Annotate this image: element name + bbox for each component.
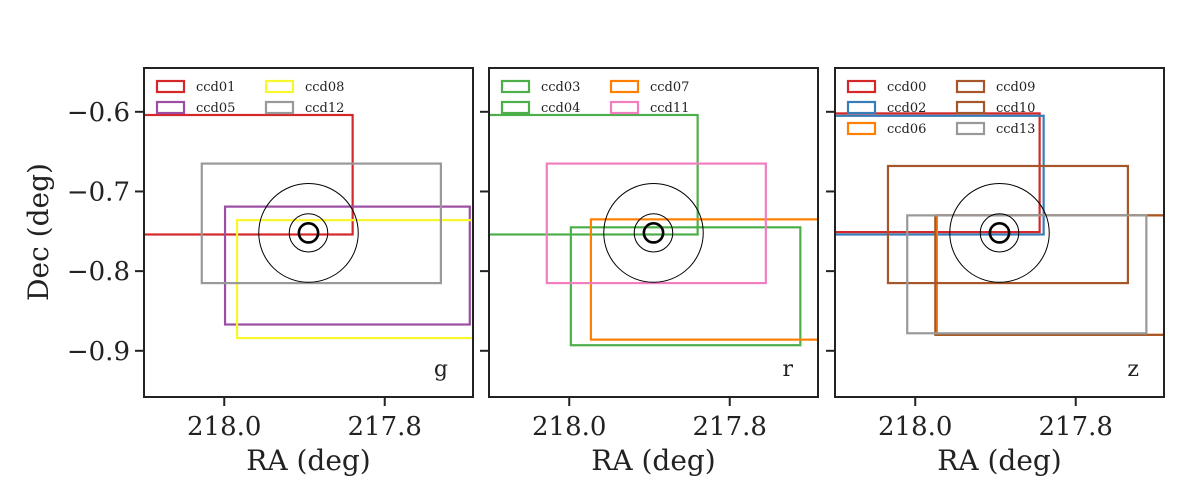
legend-label-ccd06: ccd06	[887, 122, 926, 137]
panels-group: 218.0 217.8 −0.6 −0.7 −0.8 −0.9 RA (deg) g ccd01…	[67, 67, 1165, 477]
ccd-rect-ccd09	[886, 164, 1129, 285]
legend-swatch-ccd10	[955, 100, 986, 115]
legend-swatch-ccd04	[500, 100, 531, 115]
legend-swatch-ccd12	[264, 100, 295, 115]
target-circle	[288, 213, 329, 253]
ccd-rect-ccd07	[589, 218, 818, 341]
legend-label-ccd09: ccd09	[996, 80, 1035, 95]
plot-area	[144, 113, 473, 340]
panel-r: 218.0 217.8RA (deg) r ccd03 ccd04 ccd07 ccd11	[480, 67, 819, 477]
legend-swatch-ccd03	[500, 79, 531, 94]
legend-label-ccd00: ccd00	[887, 80, 926, 95]
ccd-rect-ccd12	[200, 162, 443, 285]
y-axis-title: Dec (deg)	[22, 163, 55, 301]
band-label: g	[434, 357, 448, 382]
legend-swatch-ccd11	[609, 100, 640, 115]
target-circle	[642, 222, 665, 244]
band-label: z	[1127, 357, 1139, 382]
plot-area	[489, 113, 818, 347]
ccd-rect-ccd04	[569, 226, 802, 347]
legend-label-ccd02: ccd02	[887, 101, 926, 116]
ccd-rect-ccd01	[144, 113, 354, 236]
x-tick-label: 218.0	[878, 412, 952, 442]
x-tick-label: 217.8	[348, 412, 422, 442]
legend-swatch-ccd08	[264, 79, 295, 94]
legend-label-ccd13: ccd13	[996, 122, 1035, 137]
ccd-rect-ccd06	[935, 214, 1164, 336]
ccd-rect-ccd11	[545, 162, 767, 285]
ccd-rect-ccd05	[223, 205, 471, 326]
ccd-rect-ccd00	[835, 112, 1041, 234]
panel-z: 218.0 217.8RA (deg)zccd00ccd02ccd06ccd09c…	[826, 67, 1165, 477]
target-circle	[633, 213, 674, 253]
legend-swatch-ccd01	[155, 79, 186, 94]
panel-frame	[834, 67, 1165, 398]
x-axis-title: RA (deg)	[937, 444, 1061, 477]
panel-g: 218.0 217.8 −0.6 −0.7 −0.8 −0.9 RA (deg) g ccd01…	[67, 67, 474, 477]
target-circle	[258, 183, 359, 283]
legend: ccd01 ccd05 ccd08 ccd12	[155, 79, 344, 116]
x-axis-title: RA (deg)	[591, 444, 715, 477]
legend-swatch-ccd05	[155, 100, 186, 115]
x-axis-title: RA (deg)	[246, 444, 370, 477]
y-tick-label: −0.9	[67, 337, 130, 367]
ccd-rect-ccd13	[906, 214, 1148, 335]
legend-label-ccd08: ccd08	[305, 80, 344, 95]
legend-label-ccd10: ccd10	[996, 101, 1035, 116]
x-tick-label: 218.0	[187, 412, 261, 442]
y-tick-label: −0.6	[67, 98, 130, 128]
legend-label-ccd11: ccd11	[650, 101, 689, 116]
legend: ccd00 ccd02 ccd06 ccd09 ccd10 ccd13	[846, 79, 1035, 137]
legend-swatch-ccd09	[955, 79, 986, 94]
target-circle	[297, 222, 320, 244]
y-tick-label: −0.8	[67, 257, 130, 287]
ccd-rect-ccd03	[489, 113, 699, 236]
x-tick-label: 217.8	[693, 412, 767, 442]
legend-label-ccd01: ccd01	[196, 80, 235, 95]
target-circle	[949, 183, 1050, 283]
legend-swatch-ccd06	[846, 121, 877, 136]
legend-swatch-ccd02	[846, 100, 877, 115]
panel-frame	[488, 67, 819, 398]
legend-label-ccd04: ccd04	[541, 101, 580, 116]
band-label: r	[782, 357, 793, 382]
legend-swatch-ccd07	[609, 79, 640, 94]
y-tick-label: −0.7	[67, 177, 130, 207]
legend: ccd03 ccd04 ccd07 ccd11	[500, 79, 689, 116]
legend-label-ccd05: ccd05	[196, 101, 235, 116]
ccd-rect-ccd10	[934, 214, 1164, 336]
legend-swatch-ccd00	[846, 79, 877, 94]
legend-label-ccd12: ccd12	[305, 101, 344, 116]
legend-label-ccd03: ccd03	[541, 80, 580, 95]
legend-label-ccd07: ccd07	[650, 80, 689, 95]
plot-area	[835, 112, 1164, 336]
target-circle	[988, 222, 1011, 244]
x-tick-label: 217.8	[1039, 412, 1113, 442]
target-circle	[979, 213, 1020, 253]
ccd-rect-ccd08	[235, 219, 473, 340]
legend-swatch-ccd13	[955, 121, 986, 136]
panel-frame	[143, 67, 474, 398]
target-circle	[603, 183, 704, 283]
x-tick-label: 218.0	[532, 412, 606, 442]
